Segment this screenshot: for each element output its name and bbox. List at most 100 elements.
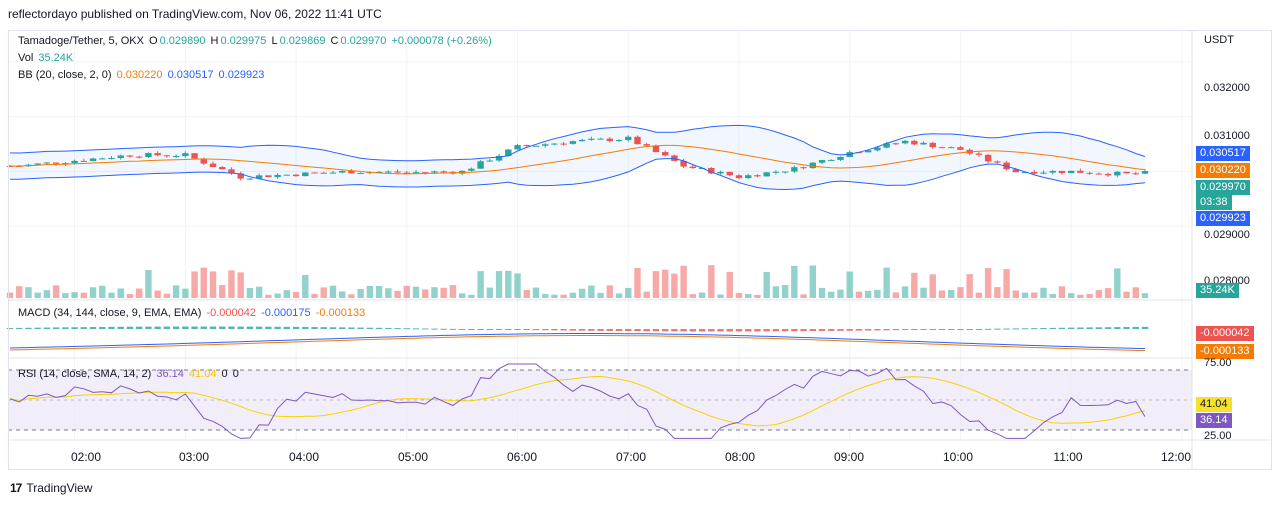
candle-body — [1067, 170, 1075, 174]
candle-body — [172, 156, 180, 158]
macd-hist-bar — [468, 329, 475, 330]
macd-hist-value: -0.000042 — [206, 307, 256, 319]
rsi-label: RSI (14, close, SMA, 14, 2) — [18, 368, 152, 380]
volume-bar — [468, 294, 475, 298]
macd-hist-bar — [883, 329, 890, 331]
candle-body — [864, 150, 872, 153]
candle-body — [477, 161, 484, 169]
candle-body — [468, 168, 475, 171]
volume-bar — [837, 289, 844, 298]
macd-hist-bar — [505, 329, 512, 330]
candle-body — [717, 171, 724, 174]
candle-body — [1132, 173, 1139, 175]
volume-bar — [117, 288, 124, 298]
candle-body — [532, 145, 540, 147]
volume-bar — [717, 294, 724, 298]
volume-bar — [311, 293, 318, 298]
macd-hist-bar — [901, 329, 909, 331]
time-label-1: 03:00 — [178, 450, 210, 464]
main-legend: Tamadoge/Tether, 5, OKX O 0.029890 H 0.029… — [18, 35, 494, 47]
volume-bar — [800, 294, 807, 298]
macd-hist-bar — [246, 326, 254, 329]
macd-hist-bar — [172, 326, 180, 329]
rsi-line — [9, 363, 1146, 439]
macd-hist-bar — [34, 327, 41, 329]
volume-bar — [745, 294, 752, 298]
volume-tag: 35.24K — [1196, 283, 1239, 298]
macd-hist-bar — [283, 326, 291, 329]
macd-hist-bar — [99, 326, 106, 329]
symbol-label[interactable]: Tamadoge/Tether, 5, OKX — [18, 35, 144, 47]
candle-body — [1031, 172, 1038, 174]
macd-hist-bar — [1141, 326, 1149, 329]
candle-body — [431, 171, 438, 173]
candle-body — [338, 170, 346, 173]
footer-brand[interactable]: 17 TradingView — [10, 481, 92, 495]
candle-body — [495, 155, 503, 161]
volume-legend[interactable]: Vol 35.24K — [18, 52, 75, 64]
macd-hist-bar — [994, 328, 1001, 330]
time-label-7: 09:00 — [833, 450, 865, 464]
candle-body — [957, 147, 964, 150]
candle-body — [689, 166, 697, 169]
volume-bar — [1123, 291, 1130, 298]
volume-bar — [661, 269, 669, 298]
volume-bar — [689, 294, 697, 298]
macd-hist-bar — [597, 329, 604, 331]
macd-hist-bar — [440, 328, 447, 330]
volume-bar — [16, 286, 23, 298]
macd-legend[interactable]: MACD (34, 144, close, 9, EMA, EMA) -0.00… — [18, 307, 367, 319]
volume-bar — [514, 273, 521, 298]
macd-line-value: -0.000175 — [261, 307, 311, 319]
high-label: H — [210, 35, 219, 47]
macd-hist-bar — [80, 327, 88, 329]
macd-hist-bar — [615, 329, 623, 332]
macd-signal-line — [9, 335, 1146, 352]
candle-body — [182, 153, 189, 157]
volume-bar — [883, 267, 890, 298]
candle-body — [560, 143, 567, 145]
volume-bar — [200, 267, 207, 298]
volume-bar — [403, 285, 410, 298]
candle-body — [265, 175, 272, 178]
macd-hist-bar — [791, 329, 798, 332]
candle-body — [984, 154, 992, 162]
volume-bar — [375, 286, 383, 298]
macd-hist-bar — [182, 326, 189, 329]
candle-body — [1141, 171, 1149, 174]
macd-hist-bar — [855, 329, 863, 331]
candle-body — [385, 171, 392, 173]
volume-bar — [449, 285, 457, 298]
volume-bar — [615, 293, 623, 298]
bb-upper-tag: 0.030517 — [1196, 146, 1250, 161]
volume-bar — [1114, 268, 1121, 298]
macd-hist-bar — [745, 329, 752, 332]
bb-legend[interactable]: BB (20, close, 2, 0) 0.030220 0.030517 0… — [18, 69, 266, 81]
volume-bar — [320, 287, 327, 298]
volume-bar — [71, 292, 78, 298]
open-label: O — [149, 35, 158, 47]
volume-bar — [772, 286, 780, 298]
volume-bar — [292, 292, 300, 298]
macd-hist-bar — [1058, 327, 1066, 329]
rsi-legend[interactable]: RSI (14, close, SMA, 14, 2) 36.14 41.04 … — [18, 368, 241, 380]
volume-bar — [1132, 287, 1139, 298]
volume-bar — [302, 274, 309, 298]
low-label: L — [271, 35, 278, 47]
volume-bar — [246, 288, 254, 298]
volume-bar — [274, 293, 281, 298]
volume-bar — [265, 294, 272, 298]
macd-hist-bar — [43, 327, 51, 329]
candle-body — [209, 163, 217, 168]
macd-hist-bar — [652, 329, 660, 332]
volume-bar — [652, 271, 660, 298]
macd-hist-bar — [966, 329, 973, 330]
change-value: +0.000078 (+0.26%) — [391, 35, 492, 47]
candle-body — [661, 152, 669, 156]
bb-upper-value: 0.030517 — [167, 69, 214, 81]
candle-body — [71, 160, 78, 164]
bb-basis-tag: 0.030220 — [1196, 163, 1250, 178]
macd-hist-bar — [302, 326, 309, 329]
macd-hist-bar — [1114, 327, 1121, 329]
